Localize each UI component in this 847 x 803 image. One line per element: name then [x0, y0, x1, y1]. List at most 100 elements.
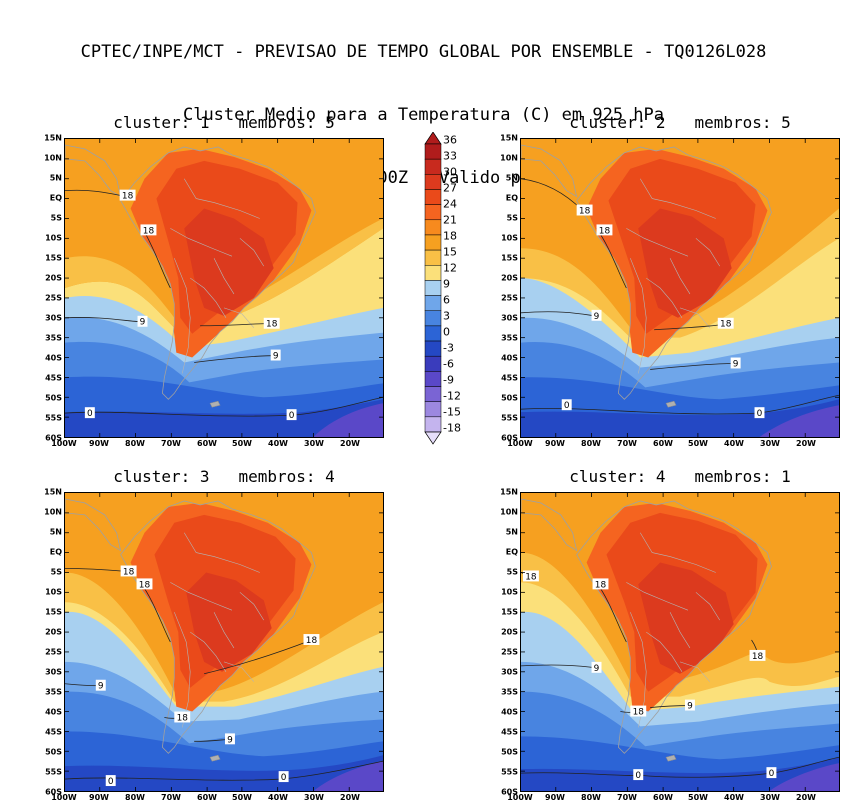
country-border	[223, 307, 255, 328]
lat-tick-label: 55S	[45, 767, 62, 777]
lon-tick-label: 80W	[125, 793, 145, 802]
lon-tick-label: 40W	[724, 439, 744, 448]
contour-label: 0	[108, 777, 114, 787]
contour-label: 0	[635, 771, 641, 781]
lon-tick-label: 70W	[161, 793, 181, 802]
contour-label: 18	[266, 320, 278, 330]
panel-1-lat-axis: 15N 10N 5N EQ 5S 10S 15S 20S 25S 30S 35S 40S 45S 50S 5…	[20, 134, 62, 443]
country-border	[669, 258, 691, 295]
contour-label: 0	[769, 769, 775, 779]
contour-label: 9	[140, 318, 146, 328]
panel-1-lon-axis: 100W 90W 80W 70W 60W 50W 40W 30W 20W	[51, 439, 384, 449]
country-border	[626, 228, 689, 257]
panel-2-lon-axis: 100W 90W 80W 70W 60W 50W 40W 30W 20W	[507, 439, 840, 449]
lat-tick-label: 20S	[501, 627, 518, 637]
contour-label-box	[263, 317, 280, 329]
colorbar-label: 0	[443, 325, 450, 339]
lat-tick-label: 10S	[501, 233, 518, 243]
south-america-coastline	[576, 500, 772, 754]
lat-tick-label: 15S	[501, 253, 518, 263]
panel-4-lon-axis: 100W 90W 80W 70W 60W 50W 40W 30W 20W	[507, 793, 840, 803]
colorbar-swatch	[424, 325, 442, 342]
panel-3-lat-axis: 15N 10N 5N EQ 5S 10S 15S 20S 25S 30S 35S 40S 45S 50S 5…	[20, 488, 62, 797]
country-border	[190, 277, 227, 318]
contour-line	[650, 363, 734, 370]
contour-label-box	[592, 578, 609, 590]
country-border	[239, 238, 265, 267]
temperature-colorbar	[424, 132, 442, 445]
lat-tick-label: 10N	[44, 153, 62, 163]
country-border	[174, 612, 191, 728]
contour-label-box	[105, 775, 116, 787]
temperature-field-map: 18 18 18 9 9 0 0	[521, 139, 839, 437]
lat-tick-label: 20S	[45, 273, 62, 283]
contour-line	[521, 311, 595, 317]
colorbar-swatch	[424, 174, 442, 190]
lat-tick-label: 45S	[45, 373, 62, 383]
lon-tick-label: 30W	[760, 793, 780, 802]
lat-tick-label: 60S	[501, 433, 518, 443]
contour-label: 0	[564, 401, 570, 411]
lat-tick-label: 5N	[505, 173, 518, 183]
panel-2-map: 18 18 18 9 9 0 0	[520, 138, 840, 438]
colorbar-label: -6	[443, 357, 454, 371]
colorbar-labels: 36 33 30 27 24 21 18 15 12 9 6 3 0 -3 -6 -9 -12 -15 -18	[443, 134, 473, 440]
lon-tick-label: 50W	[232, 793, 252, 802]
country-border	[679, 307, 711, 328]
lon-tick-label: 30W	[760, 439, 780, 448]
contour-label: 18	[579, 207, 591, 217]
central-america-coastline	[521, 498, 578, 552]
colorbar-label: 36	[443, 133, 457, 147]
colorbar-label: 6	[443, 293, 450, 307]
country-border	[695, 592, 721, 621]
lat-tick-label: 60S	[45, 787, 62, 797]
central-america-coastline	[65, 144, 122, 198]
colorbar-label: 24	[443, 197, 457, 211]
lat-tick-label: 5S	[506, 567, 518, 577]
lon-tick-label: 70W	[617, 439, 637, 448]
contour-label: 18	[177, 713, 189, 723]
temperature-band	[65, 218, 383, 328]
colorbar-swatch	[424, 158, 442, 175]
colorbar-label: -15	[443, 405, 461, 419]
contour-label-box	[633, 769, 644, 781]
lat-tick-label: 5S	[50, 567, 62, 577]
colorbar-label: 30	[443, 165, 457, 179]
lon-tick-label: 60W	[197, 793, 217, 802]
warm-band	[638, 208, 732, 318]
colorbar-swatch	[424, 249, 442, 266]
colorbar-swatch	[424, 401, 442, 418]
contour-label: 18	[633, 708, 645, 718]
colorbar-min-arrow	[424, 431, 442, 445]
colorbar-label: 12	[443, 261, 457, 275]
warm-band	[184, 208, 274, 316]
contour-label: 0	[87, 409, 93, 419]
country-border	[695, 238, 721, 267]
lon-tick-label: 100W	[507, 439, 533, 448]
lon-tick-label: 60W	[653, 793, 673, 802]
colorbar-swatch	[424, 280, 442, 296]
contour-label: 9	[98, 682, 104, 692]
country-border	[213, 612, 235, 649]
lat-tick-label: 55S	[45, 413, 62, 423]
contour-label: 9	[733, 359, 739, 369]
colorbar-swatch	[424, 219, 442, 236]
colorbar-label: 21	[443, 213, 457, 227]
contour-label-box	[576, 204, 593, 216]
lat-tick-label: 40S	[501, 353, 518, 363]
contour-label: 18	[599, 226, 611, 236]
lat-tick-label: 15N	[500, 133, 518, 143]
contour-label: 18	[123, 567, 135, 577]
lat-tick-label: 55S	[501, 767, 518, 777]
contour-label-box	[140, 224, 157, 236]
falkland-islands	[665, 400, 677, 408]
lat-tick-label: 60S	[45, 433, 62, 443]
colorbar-max-arrow	[424, 132, 442, 145]
lat-tick-label: 10S	[45, 587, 62, 597]
contour-label: 0	[281, 773, 287, 783]
lon-tick-label: 80W	[125, 439, 145, 448]
contour-label-box	[684, 699, 695, 711]
country-border	[679, 661, 711, 682]
lat-tick-label: 50S	[45, 393, 62, 403]
contour-label: 18	[122, 192, 134, 202]
